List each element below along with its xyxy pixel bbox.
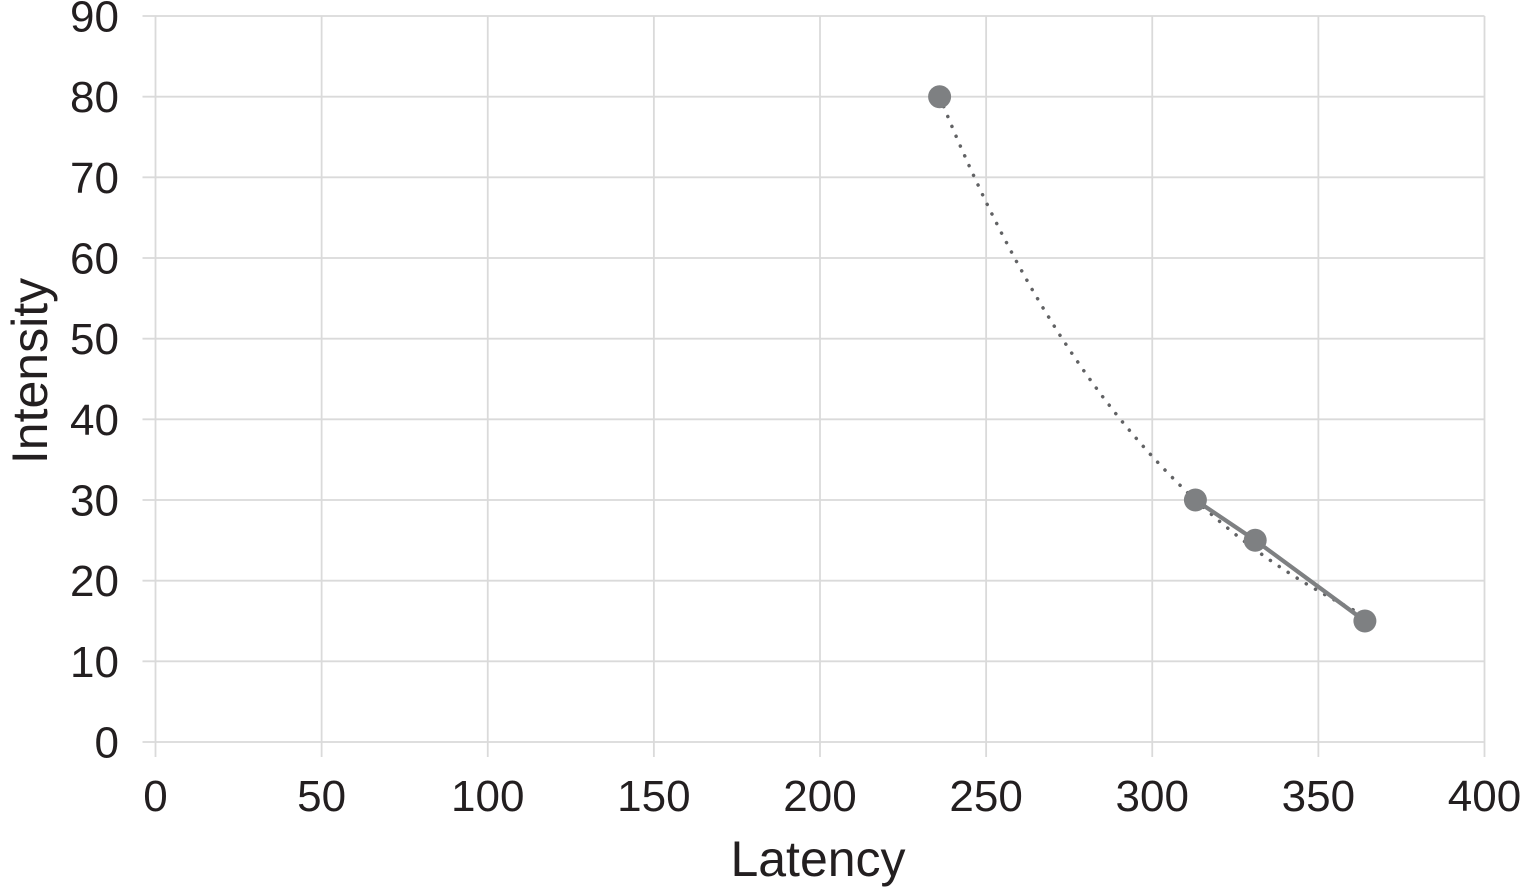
x-tick-label: 0: [143, 772, 167, 821]
y-tick-label: 30: [70, 477, 119, 526]
x-tick-label: 350: [1282, 772, 1355, 821]
y-tick-label: 20: [70, 557, 119, 606]
x-tick-label: 100: [451, 772, 524, 821]
x-tick-label: 150: [617, 772, 690, 821]
y-tick-label: 60: [70, 235, 119, 284]
x-tick-label: 200: [783, 772, 856, 821]
x-tick-label: 50: [297, 772, 346, 821]
y-tick-label: 80: [70, 73, 119, 122]
y-tick-label: 50: [70, 315, 119, 364]
x-axis-title: Latency: [730, 831, 906, 887]
x-tick-label: 300: [1116, 772, 1189, 821]
data-point-marker: [1243, 528, 1267, 552]
y-tick-label: 90: [70, 0, 119, 42]
x-tick-label: 400: [1448, 772, 1521, 821]
x-tick-label: 250: [949, 772, 1022, 821]
series-solid-line: [1193, 497, 1367, 624]
y-tick-label: 70: [70, 154, 119, 203]
y-tick-label: 0: [95, 719, 119, 768]
data-point-marker: [1353, 609, 1377, 633]
y-axis-title: Intensity: [2, 277, 58, 465]
y-tick-label: 40: [70, 396, 119, 445]
y-tick-label: 10: [70, 638, 119, 687]
data-point-marker: [928, 85, 952, 109]
data-point-marker: [1183, 488, 1207, 512]
